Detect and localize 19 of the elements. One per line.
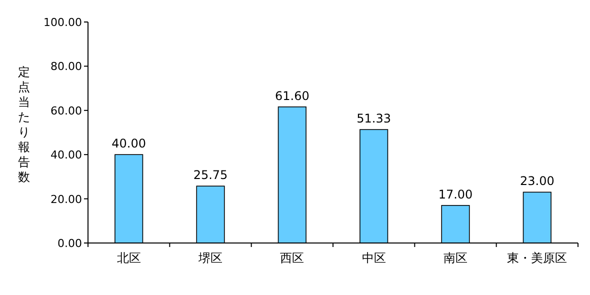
x-tick-label: 中区 (362, 251, 386, 265)
data-label: 23.00 (520, 174, 554, 188)
data-label: 25.75 (193, 168, 228, 182)
x-tick-label: 堺区 (198, 251, 222, 265)
y-tick-label: 20.00 (50, 192, 82, 206)
y-tick-label: 0.00 (58, 237, 82, 250)
x-tick-label: 西区 (280, 251, 304, 265)
x-tick-label: 北区 (116, 251, 141, 265)
x-tick-label: 南区 (444, 251, 468, 265)
y-tick-label: 80.00 (50, 60, 82, 74)
x-tick-label: 東・美原区 (507, 251, 568, 265)
y-tick-label: 60.00 (50, 104, 82, 118)
y-axis-title: 定点当たり報告数 (18, 65, 30, 184)
y-tick-label: 40.00 (50, 148, 82, 162)
y-tick-label: 100.00 (44, 16, 82, 29)
data-label: 40.00 (112, 136, 146, 151)
data-label: 17.00 (438, 187, 473, 202)
data-label: 51.33 (356, 112, 392, 126)
data-label: 61.60 (274, 88, 310, 103)
